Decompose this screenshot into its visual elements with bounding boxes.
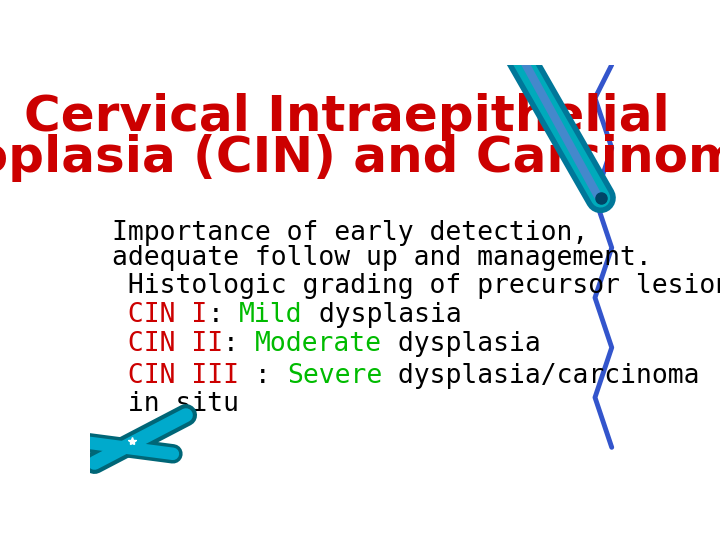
Text: :: : [207,302,239,328]
Text: dysplasia/carcinoma: dysplasia/carcinoma [382,363,700,389]
Text: Importance of early detection,: Importance of early detection, [112,220,588,246]
Text: :: : [239,363,287,389]
Text: in situ: in situ [112,390,239,417]
Text: Moderate: Moderate [255,331,382,357]
Text: dysplasia: dysplasia [382,331,541,357]
Text: Histologic grading of precursor lesions:: Histologic grading of precursor lesions: [112,273,720,299]
Text: adequate follow up and management.: adequate follow up and management. [112,245,652,271]
Text: dysplasia: dysplasia [303,302,462,328]
Text: CIN III: CIN III [112,363,239,389]
Text: CIN II: CIN II [112,331,223,357]
Text: Severe: Severe [287,363,382,389]
Text: Cervical Intraepithelial: Cervical Intraepithelial [24,93,670,141]
Text: CIN I: CIN I [112,302,207,328]
Text: Mild: Mild [239,302,303,328]
Text: :: : [223,331,255,357]
Text: Neoplasia (CIN) and Carcinoma: Neoplasia (CIN) and Carcinoma [0,134,720,183]
